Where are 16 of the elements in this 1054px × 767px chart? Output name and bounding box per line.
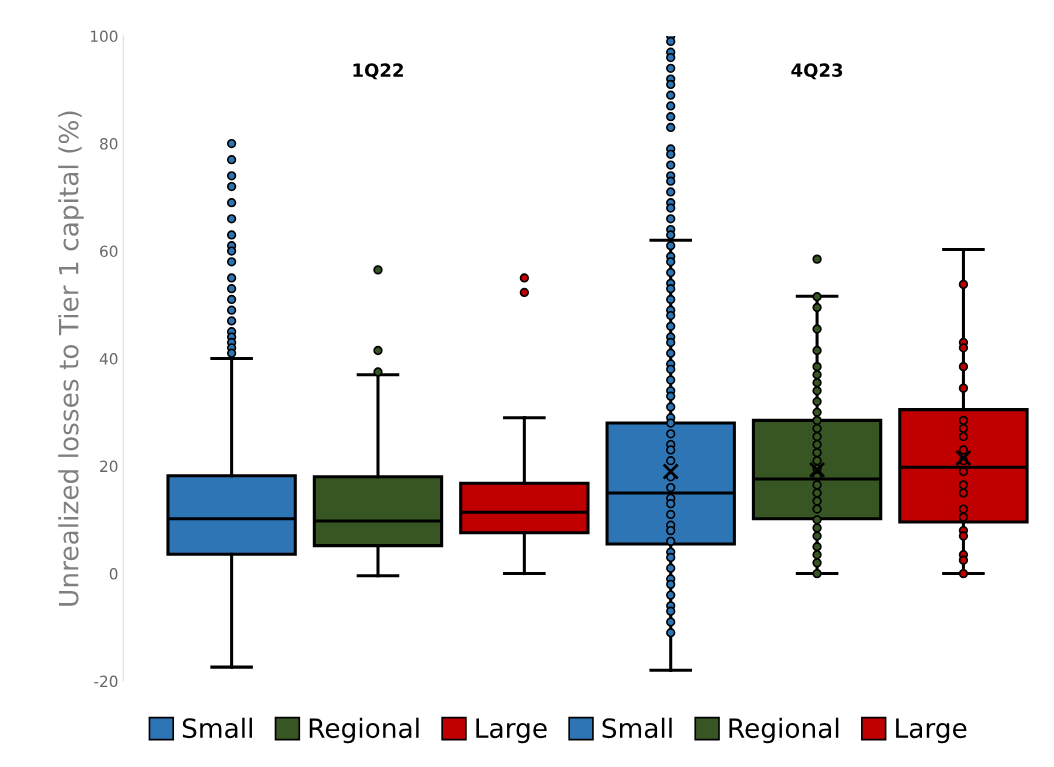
y-tick-label: -20 xyxy=(94,675,118,688)
x-tick-label: 4Q23 xyxy=(791,63,843,80)
y-tick-label: 60 xyxy=(100,245,118,258)
y-tick-label: 100 xyxy=(90,30,118,43)
y-axis-title: Unrealized losses to Tier 1 capital (%) xyxy=(58,111,84,606)
text: Regional xyxy=(729,717,839,744)
legend-label: Large xyxy=(476,718,547,744)
legend-label: Regional xyxy=(309,717,419,744)
y-tick-label: 40 xyxy=(99,353,118,365)
y-tick-label: 80 xyxy=(100,138,118,150)
x-tick-label: 1Q22 xyxy=(353,63,403,80)
legend-label: Small xyxy=(182,717,252,739)
y-tick-label: 20 xyxy=(100,460,118,473)
text: Small xyxy=(602,717,672,739)
text: Large xyxy=(896,718,967,744)
y-tick-label: 0 xyxy=(109,568,118,580)
